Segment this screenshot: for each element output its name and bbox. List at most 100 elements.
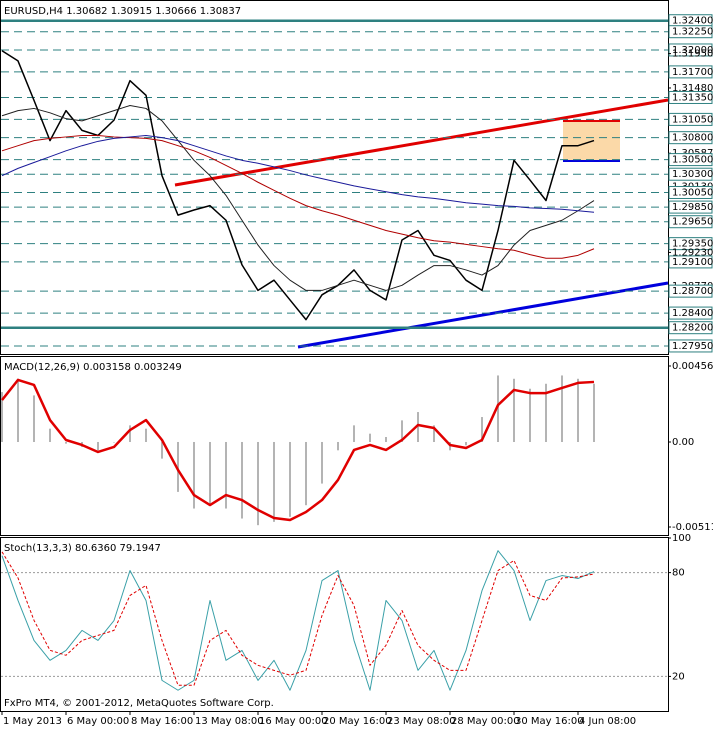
histogram-bar (433, 425, 435, 442)
histogram-bar (161, 441, 163, 459)
histogram-bar (177, 441, 179, 492)
panel-title: EURUSD,H4 1.30682 1.30915 1.30666 1.3083… (4, 6, 241, 17)
histogram-bar (33, 395, 35, 442)
x-tick-label: 28 May 00:00 (451, 716, 520, 727)
y-tick-label: 1.30500 (672, 155, 713, 166)
y-tick-label: 1.32000 (672, 45, 713, 56)
level-label-box (668, 237, 713, 251)
histogram-bar (561, 375, 563, 442)
y-tick-label: 1.29230 (672, 247, 713, 258)
y-tick-label: 0.004568 (672, 361, 713, 372)
level-label-box (668, 167, 713, 181)
series-line (1, 134, 595, 213)
histogram-bar (129, 425, 131, 442)
y-tick-label: 1.29100 (672, 257, 713, 268)
stoch-frame (0, 537, 669, 712)
x-tick-label: 30 May 16:00 (515, 716, 584, 727)
histogram-bar (225, 441, 227, 509)
histogram-bar (321, 441, 323, 484)
level-label-box (668, 153, 713, 167)
histogram-bar (545, 383, 547, 442)
histogram-bar (97, 441, 99, 451)
copyright: FxPro MT4, © 2001-2012, MetaQuotes Softw… (4, 698, 274, 709)
y-tick-label: 80 (672, 568, 685, 579)
x-tick-label: 8 May 16:00 (131, 716, 193, 727)
x-tick-label: 1 May 2013 (3, 716, 62, 727)
level-label-box (668, 215, 713, 229)
x-tick-label: 16 May 00:00 (259, 716, 328, 727)
panel-title: Stoch(13,3,3) 80.6360 79.1947 (4, 543, 161, 554)
level-label-box (668, 306, 713, 320)
y-tick-label: 1.31950 (672, 49, 713, 60)
histogram-bar (513, 378, 515, 442)
histogram-bar (17, 378, 19, 442)
y-tick-label: 1.31050 (672, 114, 713, 125)
support-trendline (297, 281, 669, 349)
histogram-bar (257, 441, 259, 526)
histogram-bar (401, 420, 403, 442)
histogram-bar (593, 383, 595, 442)
y-tick-label: 1.29350 (672, 239, 713, 250)
y-tick-label: 0.00 (672, 437, 694, 448)
y-tick-label: 1.27950 (672, 341, 713, 352)
histogram-bar (529, 388, 531, 442)
histogram-bar (65, 441, 67, 444)
histogram-bar (49, 428, 51, 442)
series-line (1, 378, 595, 522)
level-label-box (668, 131, 713, 145)
histogram-bar (369, 433, 371, 442)
level-label-box (668, 185, 713, 199)
series-line (1, 134, 595, 259)
histogram-bar (113, 441, 115, 443)
histogram-bar (497, 375, 499, 442)
y-tick-label: 1.29850 (672, 202, 713, 213)
histogram-bar (193, 441, 195, 509)
histogram-bar (1, 392, 3, 442)
y-tick-label: 1.32250 (672, 27, 713, 38)
y-tick-label: 1.28700 (672, 286, 713, 297)
y-tick-label: 1.30800 (672, 133, 713, 144)
macd-frame (0, 356, 669, 536)
level-label-box (668, 43, 713, 57)
y-tick-label: 1.31350 (672, 92, 713, 103)
histogram-bar (273, 441, 275, 522)
level-label-box (668, 65, 713, 79)
level-label-box (668, 284, 713, 298)
panel-title: MACD(12,26,9) 0.003158 0.003249 (4, 362, 182, 373)
histogram-bar (385, 437, 387, 442)
level-label-box (668, 90, 713, 104)
x-tick-label: 20 May 16:00 (323, 716, 392, 727)
y-tick-label: 1.30050 (672, 187, 713, 198)
series-line (1, 551, 595, 686)
level-label-box (668, 112, 713, 126)
histogram-bar (305, 441, 307, 506)
histogram-bar (577, 378, 579, 442)
level-label-box (668, 25, 713, 39)
frames (0, 0, 669, 712)
level-label-box (668, 321, 713, 335)
y-tick-label: 1.31700 (672, 67, 713, 78)
series-line (1, 105, 595, 291)
histogram-bar (209, 441, 211, 506)
level-label-box (668, 255, 713, 269)
level-label-box (668, 200, 713, 214)
histogram-bar (241, 441, 243, 519)
level-label-box (668, 339, 713, 353)
histogram-bar (353, 425, 355, 442)
histogram-bar (289, 441, 291, 517)
y-tick-label: 1.29650 (672, 217, 713, 228)
y-tick-label: 1.28200 (672, 323, 713, 334)
y-tick-label: 20 (672, 671, 685, 682)
x-tick-label: 6 May 00:00 (67, 716, 129, 727)
histogram-bar (417, 412, 419, 442)
y-tick-label: 1.28400 (672, 308, 713, 319)
histogram-bar (465, 441, 467, 446)
histogram-bar (145, 428, 147, 442)
x-tick-label: 4 Jun 08:00 (579, 716, 636, 727)
y-tick-label: -0.00511 (672, 522, 713, 533)
y-tick-label: 1.31480 (672, 83, 713, 94)
y-tick-label: 100 (672, 533, 691, 544)
y-tick-label: 1.30300 (672, 169, 713, 180)
x-tick-label: 13 May 08:00 (195, 716, 264, 727)
